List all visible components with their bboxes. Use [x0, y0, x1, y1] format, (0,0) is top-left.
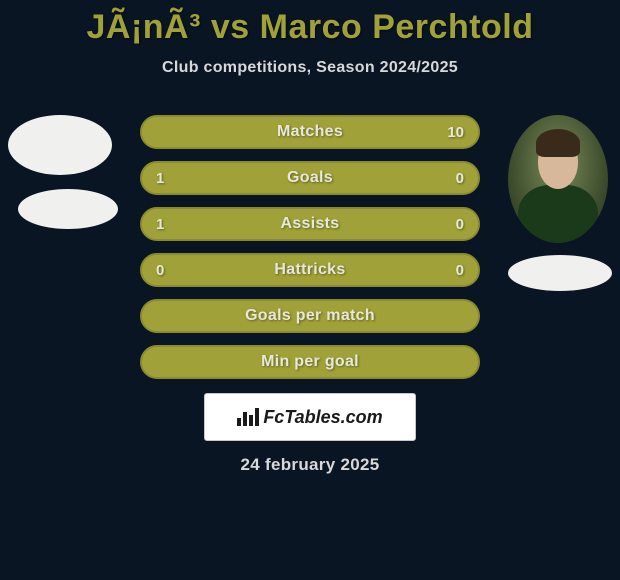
player-right-block: [508, 115, 612, 291]
source-logo: FcTables.com: [237, 407, 382, 428]
comparison-panel: 10Matches 10Goals 10Assists 00Hattricks Goal…: [0, 115, 620, 375]
avatar-jersey: [518, 185, 598, 243]
player-right-avatar: [508, 115, 608, 243]
player-left-avatar-placeholder: [8, 115, 112, 175]
stat-label: Matches: [142, 117, 478, 147]
stat-label: Hattricks: [142, 255, 478, 285]
stat-row: Min per goal: [140, 345, 480, 379]
stat-label: Goals per match: [142, 301, 478, 331]
source-logo-text: FcTables.com: [263, 407, 382, 428]
stat-bars: 10Matches 10Goals 10Assists 00Hattricks Goal…: [140, 115, 480, 391]
footer-date: 24 february 2025: [0, 455, 620, 475]
stat-row: 10Assists: [140, 207, 480, 241]
page-subtitle: Club competitions, Season 2024/2025: [0, 59, 620, 77]
stat-label: Goals: [142, 163, 478, 193]
player-left-name-placeholder: [18, 189, 118, 229]
stat-label: Assists: [142, 209, 478, 239]
player-right-name-placeholder: [508, 255, 612, 291]
avatar-hair: [536, 129, 580, 157]
stat-row: 10Goals: [140, 161, 480, 195]
stat-row: 10Matches: [140, 115, 480, 149]
stat-row: 00Hattricks: [140, 253, 480, 287]
stat-label: Min per goal: [142, 347, 478, 377]
source-logo-box: FcTables.com: [204, 393, 416, 441]
stat-row: Goals per match: [140, 299, 480, 333]
chart-icon: [237, 408, 259, 426]
page-title: JÃ¡nÃ³ vs Marco Perchtold: [0, 0, 620, 47]
player-left-block: [8, 115, 118, 229]
